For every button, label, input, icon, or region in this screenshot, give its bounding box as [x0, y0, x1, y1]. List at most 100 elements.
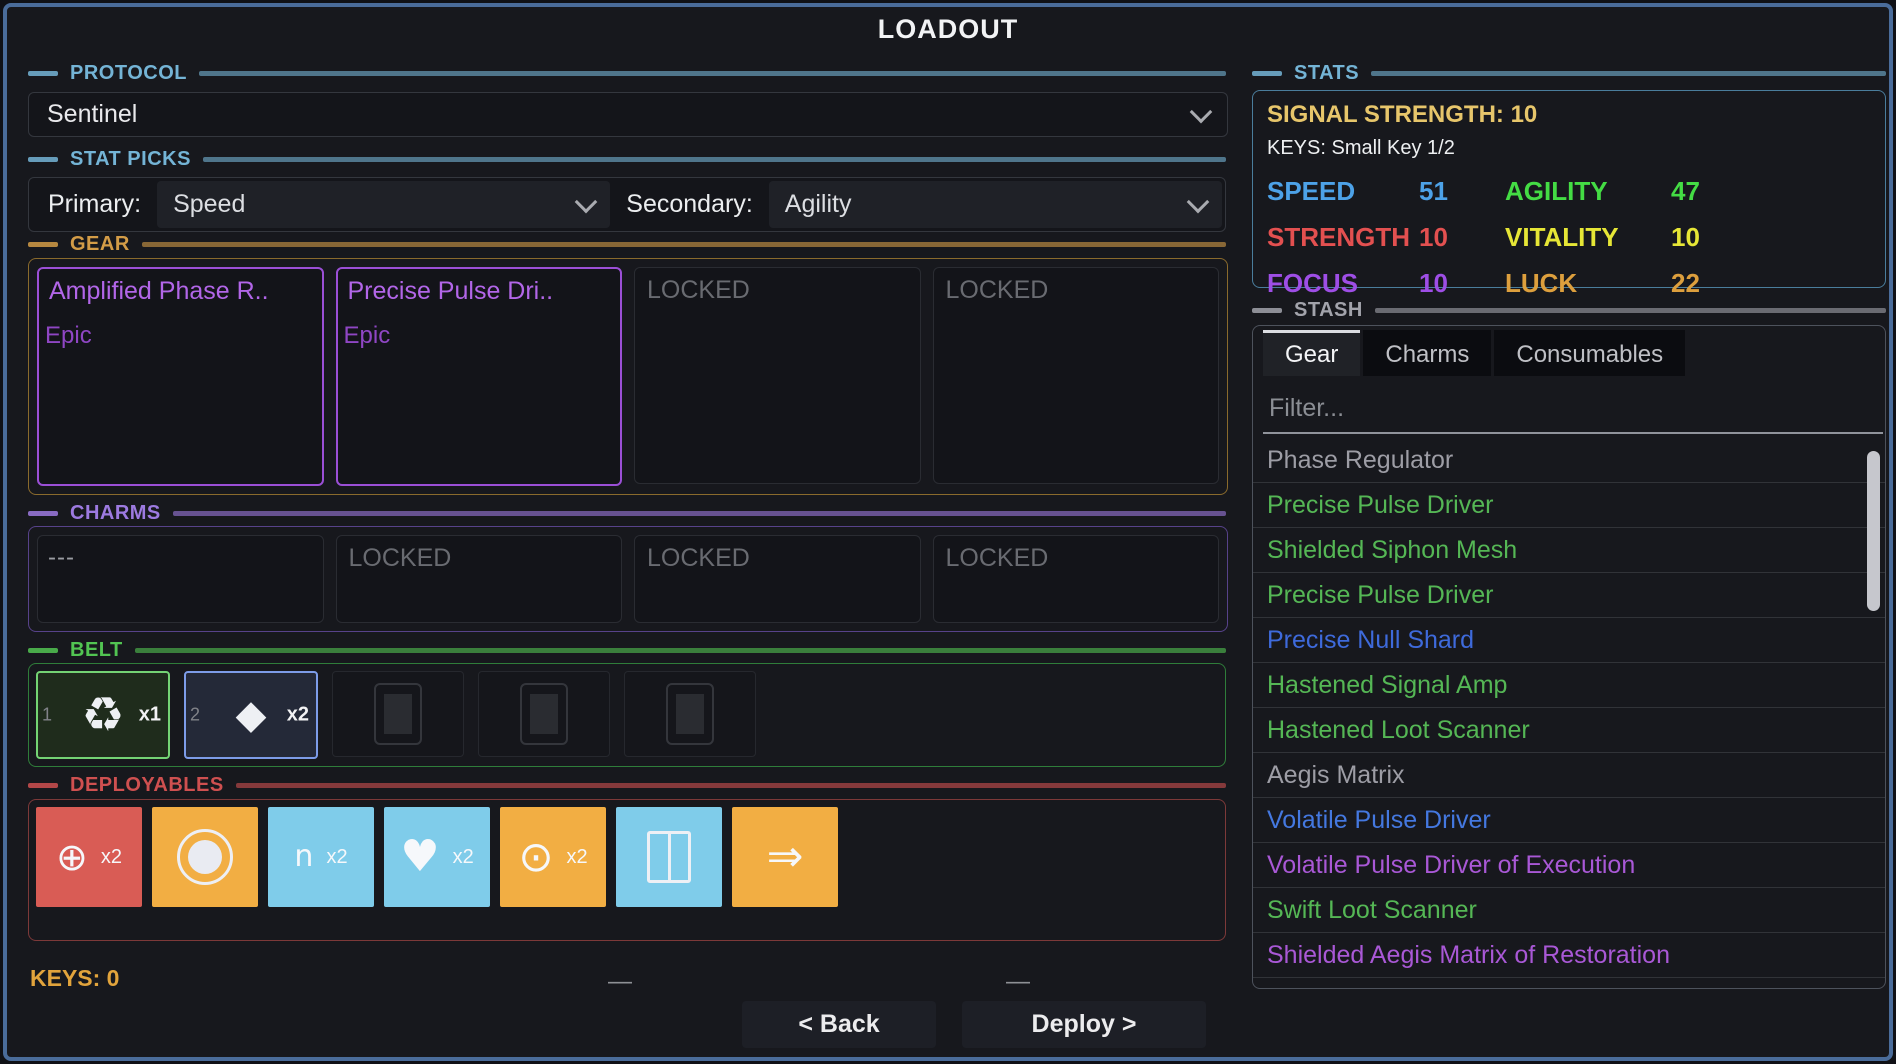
stash-item-name: Aegis Matrix — [1267, 760, 1405, 789]
stash-item[interactable]: Phase Regulator — [1253, 438, 1885, 483]
deployable-tile-4[interactable]: ♥ x2 — [384, 807, 490, 907]
legend-line — [202, 157, 1226, 162]
legend-dash — [28, 242, 58, 247]
section-label: STAT PICKS — [70, 148, 191, 170]
belt-panel: 1 ♻ x1 2 ◆ x2 — [28, 663, 1226, 767]
section-header-stash: STASH — [1252, 299, 1886, 322]
gear-slot-4-locked: LOCKED — [932, 267, 1219, 484]
gear-slot-3-locked: LOCKED — [634, 267, 921, 484]
charm-slot-3-locked: LOCKED — [634, 535, 921, 623]
stat-picks-box: Primary: Speed Secondary: Agility — [28, 177, 1226, 232]
protocol-select[interactable]: Sentinel — [28, 92, 1228, 137]
stat-value: 22 — [1671, 268, 1700, 298]
secondary-stat-value: Agility — [784, 190, 852, 218]
stash-item[interactable]: Volatile Pulse Driver — [1253, 798, 1885, 843]
signal-strength: SIGNAL STRENGTH: 10 — [1267, 101, 1538, 128]
stash-item-name: Phase Regulator — [1267, 445, 1454, 474]
section-label: PROTOCOL — [70, 62, 187, 84]
deployable-tile-5[interactable]: ⊙ x2 — [500, 807, 606, 907]
stash-scrollbar-thumb[interactable] — [1867, 451, 1880, 611]
deployable-tile-1[interactable]: ⊕ x2 — [36, 807, 142, 907]
locked-label: LOCKED — [647, 276, 750, 304]
belt-slot-1[interactable]: 1 ♻ x1 — [36, 671, 170, 759]
tab-consumables[interactable]: Consumables — [1494, 330, 1686, 376]
section-header-protocol: PROTOCOL — [28, 62, 1226, 85]
chevron-down-icon — [1189, 100, 1213, 123]
stash-item[interactable]: Aegis Matrix — [1253, 753, 1885, 798]
section-label: CHARMS — [70, 502, 161, 524]
gear-panel: Amplified Phase R.. Epic Precise Pulse D… — [28, 258, 1228, 495]
gear-item-rarity: Epic — [45, 322, 92, 349]
section-header-stats: STATS — [1252, 62, 1886, 85]
stats-grid: SPEED 51 AGILITY 47 STRENGTH 10 VITALITY… — [1267, 176, 1871, 299]
legend-dash — [1252, 71, 1282, 76]
deployable-tile-3[interactable]: n x2 — [268, 807, 374, 907]
chevron-down-icon — [574, 190, 598, 213]
separator-dash: — — [608, 968, 632, 995]
deployable-tile-6[interactable] — [616, 807, 722, 907]
chevron-down-icon — [1186, 190, 1210, 213]
fisheye-icon — [177, 829, 233, 885]
stat-label: FOCUS — [1267, 268, 1358, 298]
keys-counter: KEYS: 0 — [30, 965, 120, 991]
tab-gear[interactable]: Gear — [1263, 330, 1361, 376]
belt-item-count: x1 — [138, 703, 161, 726]
tab-charms[interactable]: Charms — [1363, 330, 1492, 376]
charm-slot-1[interactable]: --- — [37, 535, 324, 623]
belt-slot-4[interactable] — [478, 671, 610, 757]
stat-label: STRENGTH — [1267, 222, 1410, 252]
deployables-panel: ⊕ x2 n x2 ♥ x2 ⊙ x2 ⇒ — [28, 799, 1226, 941]
stat-value: 10 — [1419, 268, 1448, 298]
back-button[interactable]: < Back — [742, 1001, 936, 1048]
stash-item[interactable]: Precise Pulse Driver — [1253, 483, 1885, 528]
legend-line — [141, 242, 1226, 247]
stash-panel: Gear Charms Consumables Phase Regulator … — [1252, 325, 1886, 989]
stash-item-name: Swift Loot Scanner — [1267, 895, 1477, 924]
stash-item[interactable]: Hastened Signal Amp — [1253, 663, 1885, 708]
belt-slot-number: 1 — [42, 704, 53, 725]
legend-line — [1374, 308, 1886, 313]
stash-item-name: Volatile Pulse Driver — [1267, 805, 1491, 834]
gear-slot-2[interactable]: Precise Pulse Dri.. Epic — [335, 267, 622, 486]
stash-item[interactable]: Hastened Loot Scanner — [1253, 708, 1885, 753]
stash-item[interactable]: Shielded Siphon Mesh — [1253, 528, 1885, 573]
belt-slot-2[interactable]: 2 ◆ x2 — [184, 671, 318, 759]
deployable-count: x2 — [452, 845, 474, 868]
deployable-tile-2[interactable] — [152, 807, 258, 907]
stats-panel: SIGNAL STRENGTH: 10 KEYS: Small Key 1/2 … — [1252, 90, 1886, 298]
stat-label: LUCK — [1505, 268, 1578, 298]
secondary-stat-select[interactable]: Agility — [768, 181, 1222, 228]
double-arrow-right-icon: ⇒ — [766, 831, 804, 882]
primary-label: Primary: — [48, 190, 142, 218]
legend-dash — [1252, 308, 1282, 313]
stash-item[interactable]: Swift Loot Scanner — [1253, 888, 1885, 933]
belt-slot-5[interactable] — [624, 671, 756, 757]
locked-label: LOCKED — [348, 544, 452, 572]
gear-slot-1[interactable]: Amplified Phase R.. Epic — [37, 267, 324, 486]
stash-item-name: Volatile Pulse Driver of Execution — [1267, 850, 1636, 879]
deployable-count: x2 — [326, 845, 348, 868]
stash-item[interactable]: Shielded Aegis Matrix of Restoration — [1253, 933, 1885, 978]
section-label: DEPLOYABLES — [70, 774, 224, 796]
section-label: STASH — [1294, 299, 1363, 321]
legend-dash — [28, 157, 58, 162]
stash-item[interactable]: Precise Pulse Driver — [1253, 573, 1885, 618]
section-label: STATS — [1294, 62, 1360, 84]
stash-item-list: Phase Regulator Precise Pulse Driver Shi… — [1253, 438, 1885, 978]
belt-slot-3[interactable] — [332, 671, 464, 757]
primary-stat-select[interactable]: Speed — [157, 181, 611, 228]
stats-keys: KEYS: Small Key 1/2 — [1267, 137, 1455, 159]
section-header-charms: CHARMS — [28, 502, 1226, 525]
section-header-deployables: DEPLOYABLES — [28, 774, 1226, 797]
stash-item[interactable]: Volatile Pulse Driver of Execution — [1253, 843, 1885, 888]
legend-dash — [28, 511, 58, 516]
charm-empty-value: --- — [48, 544, 75, 571]
stat-label: SPEED — [1267, 176, 1356, 206]
deployable-tile-7[interactable]: ⇒ — [732, 807, 838, 907]
deploy-button[interactable]: Deploy > — [962, 1001, 1206, 1048]
recycle-icon: ♻ — [81, 687, 125, 743]
legend-line — [134, 648, 1226, 653]
stat-label: VITALITY — [1505, 222, 1619, 252]
stash-item[interactable]: Precise Null Shard — [1253, 618, 1885, 663]
stash-filter-input[interactable] — [1263, 384, 1883, 434]
